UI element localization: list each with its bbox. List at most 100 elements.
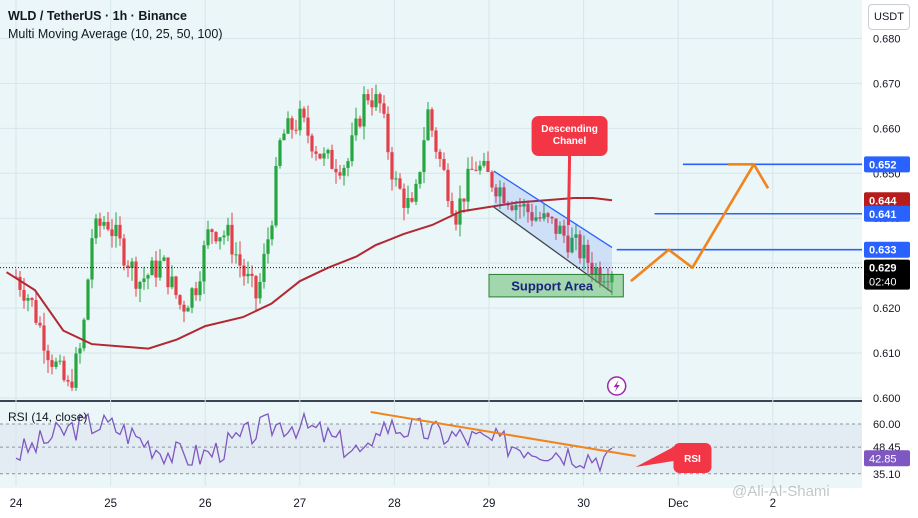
price-badge-value: 0.641 xyxy=(869,209,897,221)
candle xyxy=(314,145,318,161)
price-badge-bg xyxy=(864,241,910,258)
price-badge: 0.644 xyxy=(864,192,910,209)
candle xyxy=(126,260,130,278)
candle xyxy=(198,271,202,302)
pane-divider xyxy=(0,400,862,402)
candle xyxy=(122,234,126,271)
candle xyxy=(162,255,166,262)
candle xyxy=(486,151,490,173)
candle xyxy=(118,216,122,246)
candle-body xyxy=(50,360,54,367)
candle xyxy=(174,275,178,299)
candle-body xyxy=(154,260,158,278)
candle-body xyxy=(142,278,146,282)
indicator-legend[interactable]: Multi Moving Average (10, 25, 50, 100) xyxy=(8,27,223,41)
candle xyxy=(570,227,574,254)
rsi-legend[interactable]: RSI (14, close) xyxy=(8,410,88,424)
candle xyxy=(378,92,382,113)
candle xyxy=(82,317,86,352)
candle xyxy=(130,257,134,281)
rsi-band xyxy=(0,424,862,474)
rsi-callout-label: RSI xyxy=(684,454,701,465)
rsi-pane: RSI xyxy=(0,411,862,475)
candle-body xyxy=(286,118,290,134)
candle-body xyxy=(130,261,134,268)
candle xyxy=(42,312,46,364)
candle xyxy=(418,171,422,189)
candle-body xyxy=(374,94,378,108)
candle-body xyxy=(558,225,562,234)
candle-body xyxy=(58,360,62,362)
candle-body xyxy=(378,94,382,104)
symbol-title[interactable]: WLD / TetherUS · 1h · Binance xyxy=(8,9,187,23)
candle-body xyxy=(66,380,70,382)
price-badge-value: 0.629 xyxy=(869,263,897,275)
candle-body xyxy=(262,253,266,282)
candle-body xyxy=(250,273,254,276)
candle xyxy=(446,163,450,208)
candle xyxy=(414,179,418,206)
candle-body xyxy=(138,281,142,289)
candle-body xyxy=(522,203,526,207)
candle-body xyxy=(386,113,390,153)
candle-body xyxy=(82,319,86,349)
candle xyxy=(258,273,262,304)
candle xyxy=(254,274,258,312)
candle xyxy=(466,157,470,212)
candle xyxy=(470,156,474,171)
candle-body xyxy=(310,135,314,152)
candle xyxy=(398,173,402,190)
candle-body xyxy=(226,224,230,236)
price-badge-bg xyxy=(864,205,910,222)
candle xyxy=(602,274,606,286)
candle xyxy=(318,153,322,160)
candle-body xyxy=(106,221,110,230)
time-axis-panel xyxy=(0,488,862,518)
candle xyxy=(278,137,282,169)
candle xyxy=(214,231,218,244)
candle xyxy=(534,205,538,223)
candle-body xyxy=(54,361,58,367)
candle-body xyxy=(530,212,534,221)
candle-body xyxy=(606,281,610,283)
candle-body xyxy=(574,234,578,238)
time-tick-label: 27 xyxy=(293,498,306,510)
candle-body xyxy=(538,217,542,219)
candle-body xyxy=(194,288,198,296)
candle-body xyxy=(602,281,606,283)
currency-button[interactable]: USDT xyxy=(868,4,910,30)
channel-upper-line xyxy=(493,170,613,249)
candle-body xyxy=(90,238,94,280)
candle xyxy=(478,160,482,175)
candle-body xyxy=(402,188,406,208)
candle-body xyxy=(318,153,322,159)
candle-body xyxy=(338,172,342,176)
candle-body xyxy=(366,94,370,101)
candle-body xyxy=(582,244,586,259)
candle xyxy=(370,87,374,116)
price-badge: 0.652 xyxy=(864,156,910,173)
candle xyxy=(182,300,186,323)
candle xyxy=(490,170,494,192)
rsi-trendline xyxy=(370,411,636,457)
candle-body xyxy=(218,237,222,242)
candle-body xyxy=(70,381,74,388)
candle xyxy=(334,159,338,184)
candle xyxy=(274,157,278,228)
price-axis-panel xyxy=(862,0,918,518)
candle xyxy=(58,354,62,365)
candle-body xyxy=(98,218,102,226)
descending-callout-label: Chanel xyxy=(553,136,587,147)
candle-body xyxy=(206,229,210,246)
candle xyxy=(606,268,610,291)
candle-body xyxy=(326,149,330,154)
candle xyxy=(586,239,590,274)
candle xyxy=(574,223,578,251)
candle-body xyxy=(246,273,250,277)
projection-path xyxy=(630,163,755,283)
price-badge: 0.633 xyxy=(864,241,910,258)
candle xyxy=(134,256,138,297)
candle xyxy=(218,236,222,250)
candle xyxy=(106,211,110,232)
